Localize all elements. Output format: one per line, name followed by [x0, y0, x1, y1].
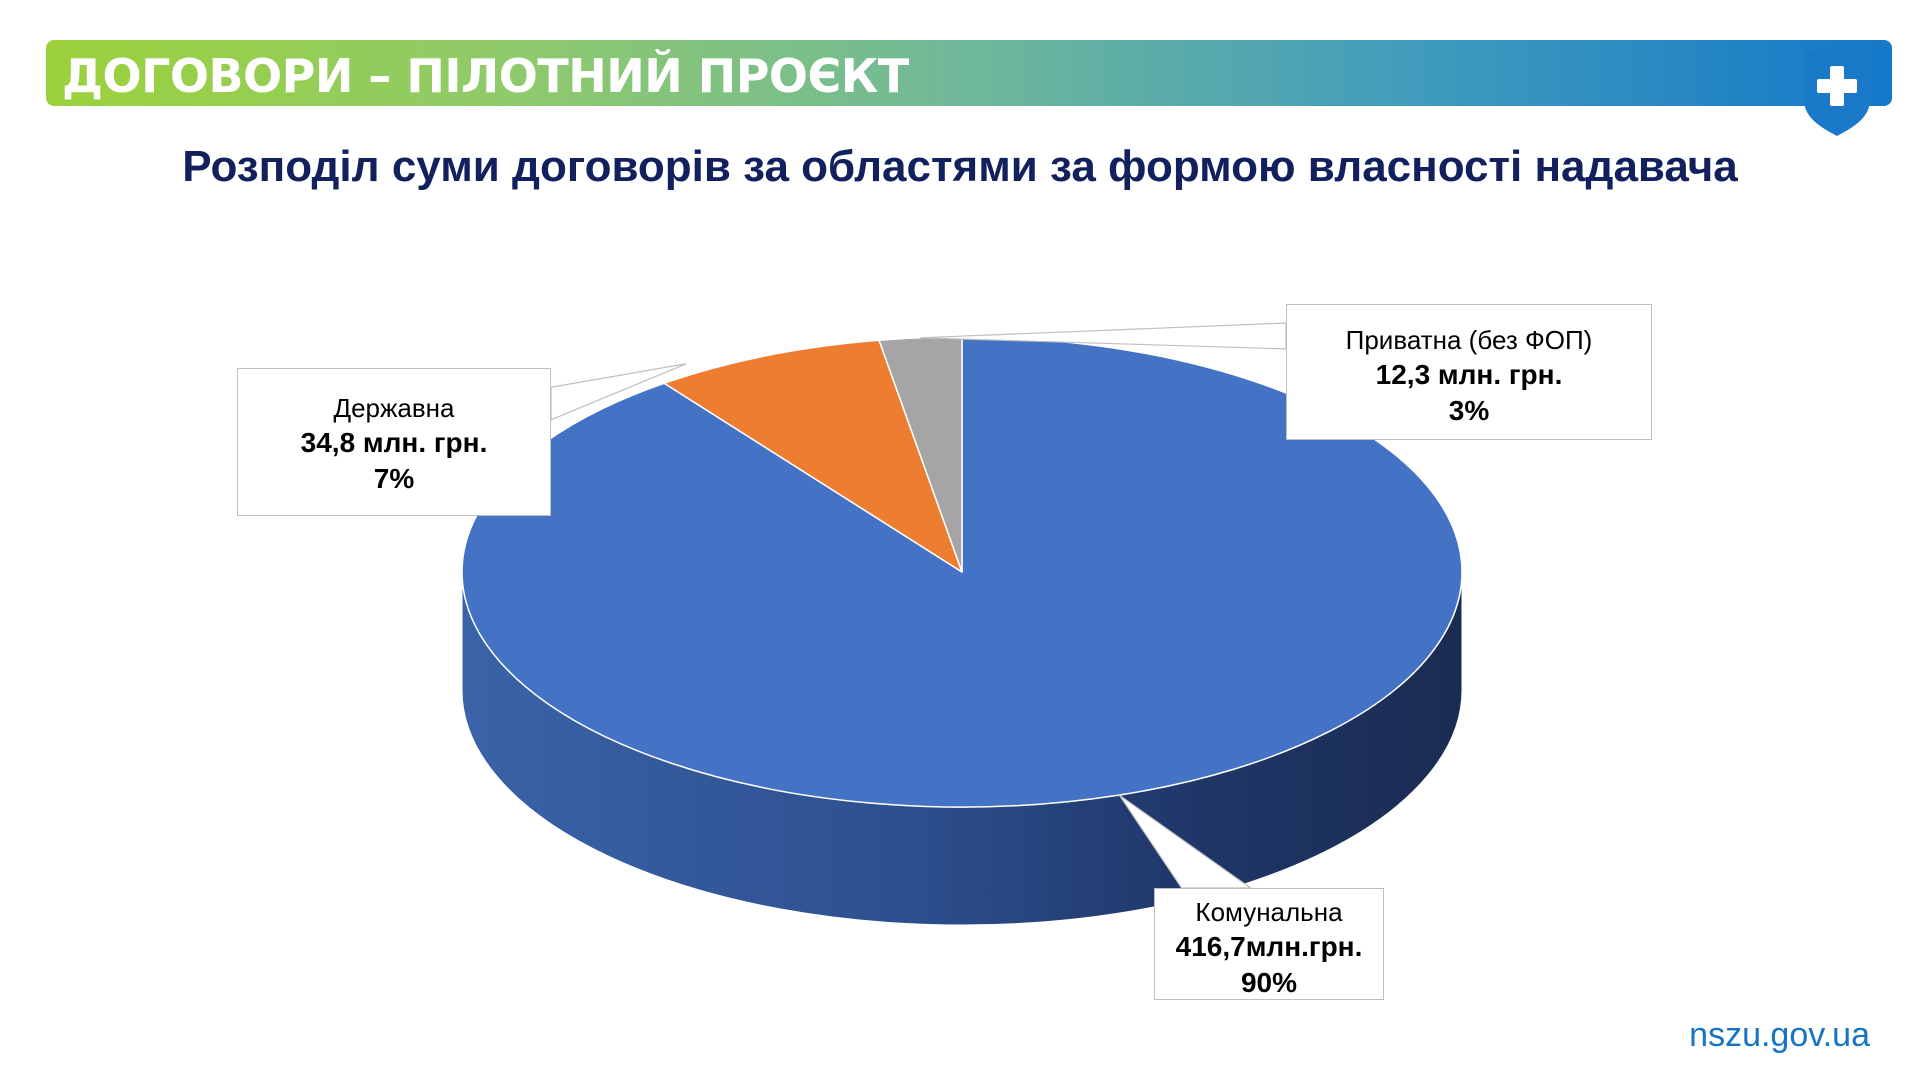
header-bar: ДОГОВОРИ – ПІЛОТНИЙ ПРОЄКТ — [46, 40, 1892, 106]
slice-percent-label: 3% — [1448, 395, 1490, 426]
leader-line-derzhavna — [550, 363, 687, 421]
slice-percent-label: 7% — [373, 463, 415, 494]
slice-category-label: Приватна (без ФОП) — [1345, 325, 1593, 355]
data-label-pryvatna: Приватна (без ФОП) 12,3 млн. грн. 3% — [1286, 304, 1652, 440]
slice-value-label: 12,3 млн. грн. — [1375, 359, 1563, 390]
pie-slices — [461, 336, 1463, 808]
slice-percent-label: 90% — [1240, 967, 1298, 998]
shield-plus-icon — [1804, 50, 1870, 136]
data-label-derzhavna: Державна 34,8 млн. грн. 7% — [237, 368, 551, 516]
leader-lines — [550, 322, 1287, 889]
slice-value-label: 34,8 млн. грн. — [300, 427, 488, 458]
header-title: ДОГОВОРИ – ПІЛОТНИЙ ПРОЄКТ — [62, 49, 909, 103]
site-url: nszu.gov.ua — [1689, 1016, 1870, 1054]
data-label-komunalna: Комунальна 416,7млн.грн. 90% — [1154, 888, 1384, 1000]
pie-slice-1 — [663, 339, 963, 573]
slice-category-label: Комунальна — [1195, 897, 1343, 927]
slice-category-label: Державна — [333, 393, 455, 423]
slice-value-label: 416,7млн.грн. — [1175, 931, 1363, 962]
chart-subtitle: Розподіл суми договорів за областями за … — [182, 142, 1738, 191]
